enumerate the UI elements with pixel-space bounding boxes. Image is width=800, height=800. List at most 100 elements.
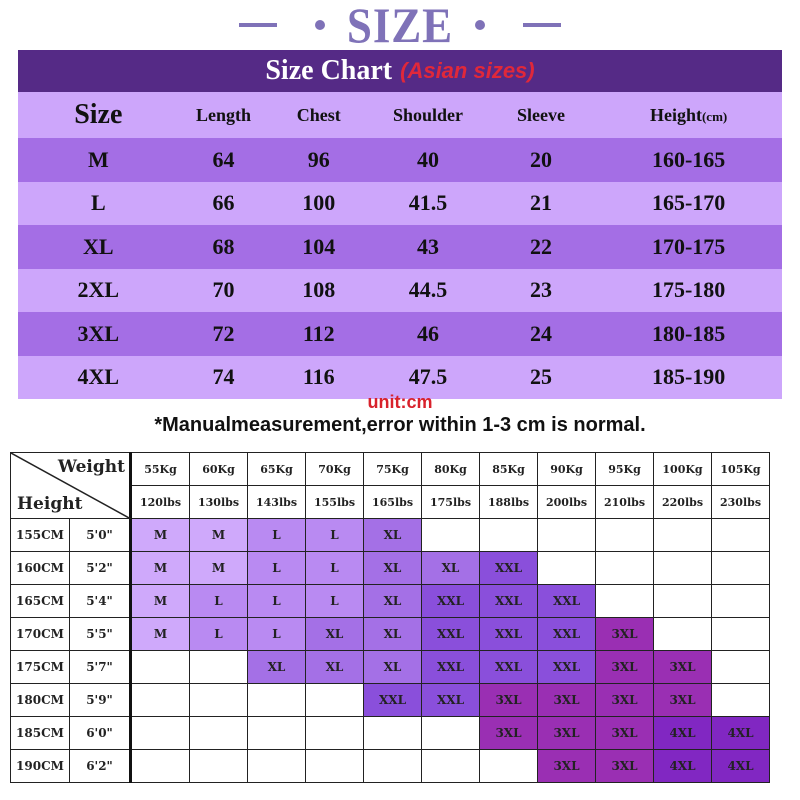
height-cm: 155CM (10, 518, 70, 552)
weight-kg-header: 60Kg (189, 452, 248, 486)
size-recommendation-cell: XL (363, 584, 422, 618)
size-recommendation-cell: L (247, 551, 306, 585)
cell-height: 180-185 (651, 320, 726, 346)
size-recommendation-cell (653, 584, 712, 618)
cell-length: 70 (212, 277, 235, 303)
size-recommendation-cell: L (305, 551, 364, 585)
size-chart-row: L 66 100 41.5 21 165-170 (18, 181, 782, 225)
grid-row: 170CM 5'5" M L L XL XL XXL XXL XXL 3XL (10, 617, 770, 651)
header-height: Height(cm) (595, 105, 782, 126)
size-recommendation-cell: XXL (421, 683, 480, 717)
size-recommendation-cell: XXL (421, 617, 480, 651)
weight-kg-header: 65Kg (247, 452, 306, 486)
size-chart-column-headers: Size Length Chest Shoulder Sleeve Height… (18, 92, 782, 138)
size-recommendation-cell: 4XL (653, 716, 712, 750)
size-recommendation-cell: 3XL (595, 716, 654, 750)
size-recommendation-cell: XXL (479, 650, 538, 684)
size-recommendation-cell (130, 749, 190, 783)
size-recommendation-cell: 3XL (537, 716, 596, 750)
size-recommendation-cell: M (189, 518, 248, 552)
cell-size: 4XL (77, 364, 120, 390)
cell-sleeve: 24 (530, 320, 553, 346)
size-recommendation-cell (189, 650, 248, 684)
cell-shoulder: 47.5 (408, 364, 448, 390)
size-recommendation-cell (711, 617, 770, 651)
size-recommendation-cell: 3XL (653, 683, 712, 717)
weight-kg-header: 55Kg (130, 452, 190, 486)
size-recommendation-cell: L (247, 518, 306, 552)
grid-row: 180CM 5'9" XXL XXL 3XL 3XL 3XL 3XL (10, 683, 770, 717)
size-recommendation-cell: XL (305, 650, 364, 684)
diagonal-divider (11, 453, 131, 519)
height-ft: 5'5" (69, 617, 132, 651)
size-chart: Size Chart (Asian sizes) Size Length Che… (18, 50, 782, 399)
size-recommendation-cell (595, 551, 654, 585)
unit-label: unit:cm (367, 392, 433, 412)
weight-kg-header: 105Kg (711, 452, 770, 486)
size-recommendation-cell (305, 749, 364, 783)
size-recommendation-cell: L (305, 584, 364, 618)
size-chart-subtitle: (Asian sizes) (400, 58, 535, 83)
size-recommendation-cell: XXL (421, 584, 480, 618)
weight-lbs-header: 200lbs (537, 485, 596, 519)
height-cm: 170CM (10, 617, 70, 651)
weight-lbs-header: 130lbs (189, 485, 248, 519)
grid-row: 190CM 6'2" 3XL 3XL 4XL 4XL (10, 749, 770, 783)
cell-chest: 116 (302, 364, 335, 390)
corner-weight-label: Weight (57, 457, 125, 477)
cell-shoulder: 46 (417, 320, 440, 346)
header-length: Length (195, 104, 251, 125)
size-recommendation-cell (189, 683, 248, 717)
cell-sleeve: 20 (530, 146, 553, 172)
size-recommendation-cell (305, 683, 364, 717)
size-recommendation-cell: M (189, 551, 248, 585)
height-cm: 180CM (10, 683, 70, 717)
size-recommendation-cell: M (130, 551, 190, 585)
size-chart-title: Size Chart (265, 55, 393, 86)
size-recommendation-cell (247, 749, 306, 783)
weight-lbs-header: 230lbs (711, 485, 770, 519)
cell-length: 74 (212, 364, 235, 390)
size-recommendation-cell (421, 749, 480, 783)
size-recommendation-cell (363, 716, 422, 750)
cell-length: 72 (212, 320, 235, 346)
size-recommendation-cell: 3XL (537, 683, 596, 717)
size-recommendation-cell: M (130, 518, 190, 552)
size-recommendation-cell: 3XL (595, 650, 654, 684)
weight-kg-header: 95Kg (595, 452, 654, 486)
size-recommendation-cell (189, 749, 248, 783)
size-recommendation-cell: 3XL (595, 749, 654, 783)
size-recommendation-cell (595, 584, 654, 618)
size-recommendation-cell: L (305, 518, 364, 552)
size-chart-row: XL 68 104 43 22 170-175 (18, 225, 782, 269)
weight-height-fit-grid: Weight Height 55Kg 60Kg 65Kg 70Kg 75Kg 80Kg 85… (10, 452, 770, 783)
size-recommendation-cell: 3XL (537, 749, 596, 783)
size-recommendation-cell (711, 584, 770, 618)
dash-decoration (239, 23, 278, 27)
height-cm: 185CM (10, 716, 70, 750)
cell-size: XL (83, 233, 114, 259)
weight-lbs-header: 210lbs (595, 485, 654, 519)
size-recommendation-cell (595, 518, 654, 552)
header-chest: Chest (296, 104, 341, 125)
grid-row: 185CM 6'0" 3XL 3XL 3XL 4XL 4XL (10, 716, 770, 750)
size-recommendation-cell (537, 518, 596, 552)
cell-chest: 100 (302, 190, 336, 216)
grid-row: 165CM 5'4" M L L L XL XXL XXL XXL (10, 584, 770, 618)
weight-lbs-header: 143lbs (247, 485, 306, 519)
cell-size: 3XL (77, 320, 120, 346)
height-ft: 6'2" (69, 749, 132, 783)
corner-height-label: Height (17, 494, 83, 514)
cell-length: 68 (212, 233, 235, 259)
cell-height: 175-180 (651, 277, 726, 303)
cell-shoulder: 43 (417, 233, 440, 259)
cell-sleeve: 25 (530, 364, 553, 390)
cell-sleeve: 23 (530, 277, 553, 303)
cell-height: 170-175 (651, 233, 726, 259)
measurement-note: *Manualmeasurement,error within 1-3 cm i… (154, 414, 646, 436)
size-recommendation-cell (479, 749, 538, 783)
size-recommendation-cell (189, 716, 248, 750)
cell-chest: 108 (302, 277, 336, 303)
height-ft: 5'4" (69, 584, 132, 618)
size-recommendation-cell (711, 683, 770, 717)
